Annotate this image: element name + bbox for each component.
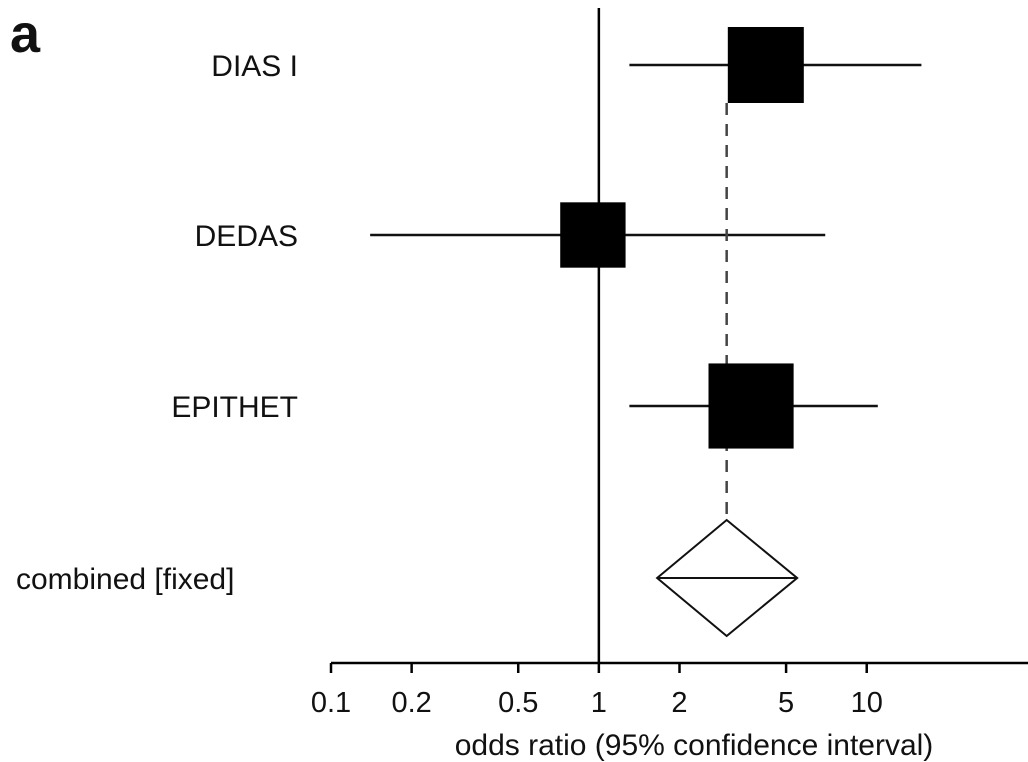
study-label-epithet: EPITHET: [171, 391, 298, 424]
x-tick-label-6: 10: [851, 687, 883, 719]
x-tick-label-4: 2: [671, 687, 687, 719]
x-axis-title: odds ratio (95% confidence interval): [455, 729, 934, 762]
x-tick-label-2: 0.5: [498, 687, 538, 719]
study-label-combined: combined [fixed]: [16, 563, 234, 596]
x-tick-label-5: 5: [778, 687, 794, 719]
ci-lines-layer: [370, 63, 922, 408]
panel-letter: a: [10, 4, 41, 64]
x-tick-label-3: 1: [591, 687, 607, 719]
x-tick-label-0: 0.1: [311, 687, 351, 719]
box-dias-i: [727, 27, 804, 103]
x-tick-label-1: 0.2: [391, 687, 431, 719]
marks-layer: [560, 27, 804, 638]
reference-layer: [597, 8, 728, 663]
box-epithet: [708, 363, 794, 449]
study-labels-layer: DIAS I DEDAS EPITHET combined [fixed]: [16, 50, 298, 596]
study-label-dias-i: DIAS I: [211, 50, 298, 83]
study-label-dedas: DEDAS: [195, 220, 298, 253]
x-axis: 0.1 0.2 0.5 1 2 5 10: [311, 661, 1028, 719]
box-dedas: [560, 202, 626, 268]
